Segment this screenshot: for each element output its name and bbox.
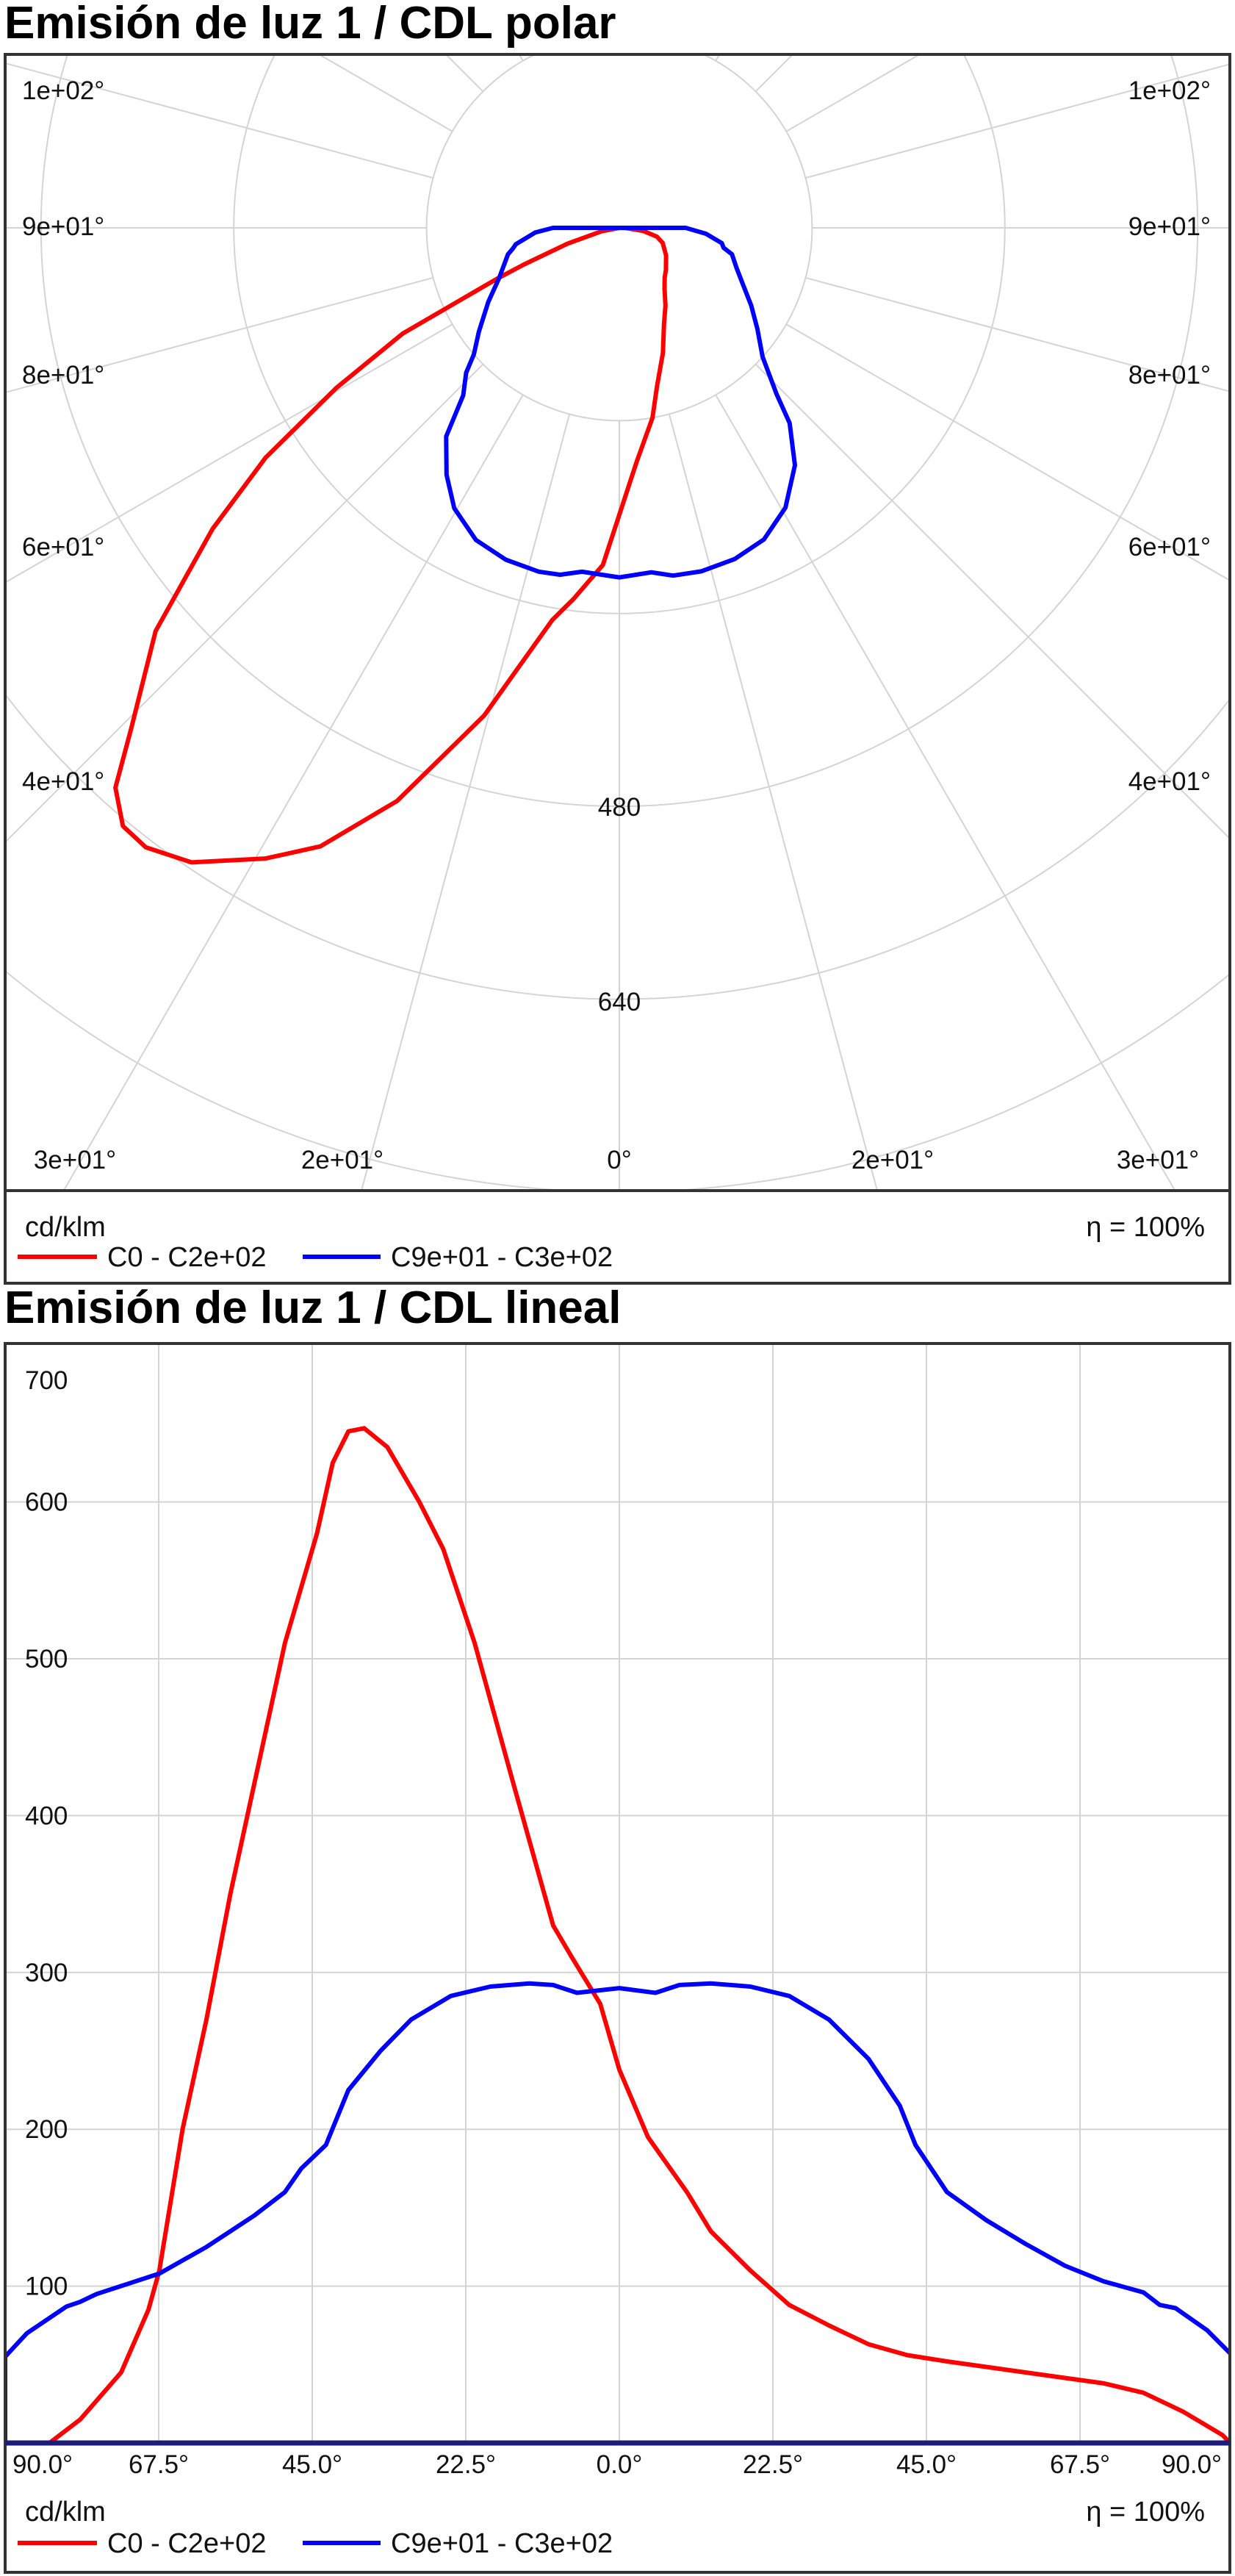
linear-series-c0 [48, 1426, 1231, 2445]
polar-chart-title: Emisión de luz 1 / CDL polar [4, 0, 616, 49]
polar-series-c0 [113, 226, 669, 865]
polar-radial-line [715, 394, 1175, 1190]
y-tick-label: 300 [25, 1959, 68, 1987]
x-tick-label: 0.0° [597, 2450, 643, 2479]
polar-angle-label: 3e+01° [1117, 1146, 1199, 1174]
linear-legend-c90: C9e+01 - C3e+02 [391, 2528, 613, 2559]
y-tick-label: 500 [25, 1645, 68, 1673]
y-tick-label: 400 [25, 1801, 68, 1830]
polar-angle-label: 2e+01° [851, 1146, 934, 1174]
polar-series-c90 [444, 226, 797, 580]
x-tick-label: 67.5° [1050, 2450, 1110, 2479]
x-tick-label: 67.5° [129, 2450, 189, 2479]
y-tick-label: 200 [25, 2115, 68, 2144]
polar-ring [0, 0, 1235, 1286]
y-tick-label: 100 [25, 2272, 68, 2301]
polar-ring [0, 0, 1235, 1286]
polar-radial-line [6, 276, 433, 393]
linear-chart: Emisión de luz 1 / CDL lineal 90.0° 67.5°… [4, 1282, 1231, 2574]
polar-angle-label: 0° [607, 1146, 631, 1174]
linear-tick-labels: 90.0° 67.5° 45.0° 22.5° 0.0° 22.5° 45.0° 67.5° 9… [12, 1366, 1222, 2479]
polar-ring [6, 693, 1229, 1000]
polar-legend-c0: C0 - C2e+02 [107, 1242, 267, 1273]
linear-efficiency-label: η = 100% [1086, 2497, 1205, 2527]
linear-frame [4, 1342, 1231, 2574]
polar-radial-line [6, 363, 484, 843]
polar-radial-line [6, 323, 453, 584]
polar-radial-line [785, 55, 921, 132]
linear-curves [4, 1426, 1231, 2445]
linear-chart-title: Emisión de luz 1 / CDL lineal [4, 1282, 621, 1333]
polar-radial-line [669, 0, 1114, 42]
polar-angle-label: 4e+01° [1128, 767, 1211, 796]
polar-angle-label: 3e+01° [34, 1146, 116, 1174]
y-tick-label: 700 [25, 1366, 68, 1395]
polar-angle-label: 1e+02° [22, 76, 104, 105]
linear-legend-c0: C0 - C2e+02 [107, 2528, 267, 2559]
polar-angle-label: 9e+01° [22, 212, 104, 241]
radial-label-480: 480 [598, 793, 641, 822]
polar-radial-line [668, 414, 878, 1190]
polar-angle-label: 6e+01° [1128, 533, 1211, 562]
polar-unit-label: cd/klm [25, 1212, 106, 1243]
polar-efficiency-label: η = 100% [1086, 1212, 1205, 1243]
x-tick-label: 22.5° [743, 2450, 803, 2479]
polar-radial-line [6, 62, 433, 179]
polar-curves [113, 226, 797, 865]
polar-angle-label: 2e+01° [301, 1146, 384, 1174]
linear-grid [5, 1343, 1230, 2443]
x-tick-label: 22.5° [436, 2450, 496, 2479]
polar-radial-line [805, 63, 1229, 179]
polar-radial-line [805, 276, 1229, 392]
polar-chart: Emisión de luz 1 / CDL polar 1e+02° 9e+01… [0, 0, 1235, 1286]
x-tick-label: 45.0° [282, 2450, 342, 2479]
polar-angle-label: 8e+01° [1128, 361, 1211, 390]
polar-legend-c90: C9e+01 - C3e+02 [391, 1242, 613, 1273]
polar-radial-line [785, 323, 1229, 581]
polar-angle-labels: 1e+02° 9e+01° 8e+01° 6e+01° 4e+01° 1e+02° 9e+0… [22, 76, 1211, 1174]
polar-radial-line [755, 363, 1229, 839]
radial-label-640: 640 [598, 988, 641, 1016]
polar-angle-label: 9e+01° [1128, 212, 1211, 241]
polar-radial-line [715, 55, 720, 62]
polar-angle-label: 4e+01° [22, 767, 104, 796]
x-tick-label: 90.0° [12, 2450, 73, 2479]
x-tick-label: 45.0° [896, 2450, 957, 2479]
polar-radial-line [361, 414, 571, 1190]
y-tick-label: 600 [25, 1488, 68, 1517]
x-tick-label: 90.0° [1162, 2450, 1222, 2479]
linear-unit-label: cd/klm [25, 2497, 106, 2527]
polar-angle-label: 6e+01° [22, 533, 104, 562]
polar-grid [0, 0, 1235, 1286]
linear-series-c90 [4, 1981, 1231, 2443]
polar-frame [4, 53, 1231, 1285]
polar-angle-label: 8e+01° [22, 361, 104, 390]
polar-angle-label: 1e+02° [1128, 76, 1211, 105]
polar-radial-line [63, 394, 524, 1190]
